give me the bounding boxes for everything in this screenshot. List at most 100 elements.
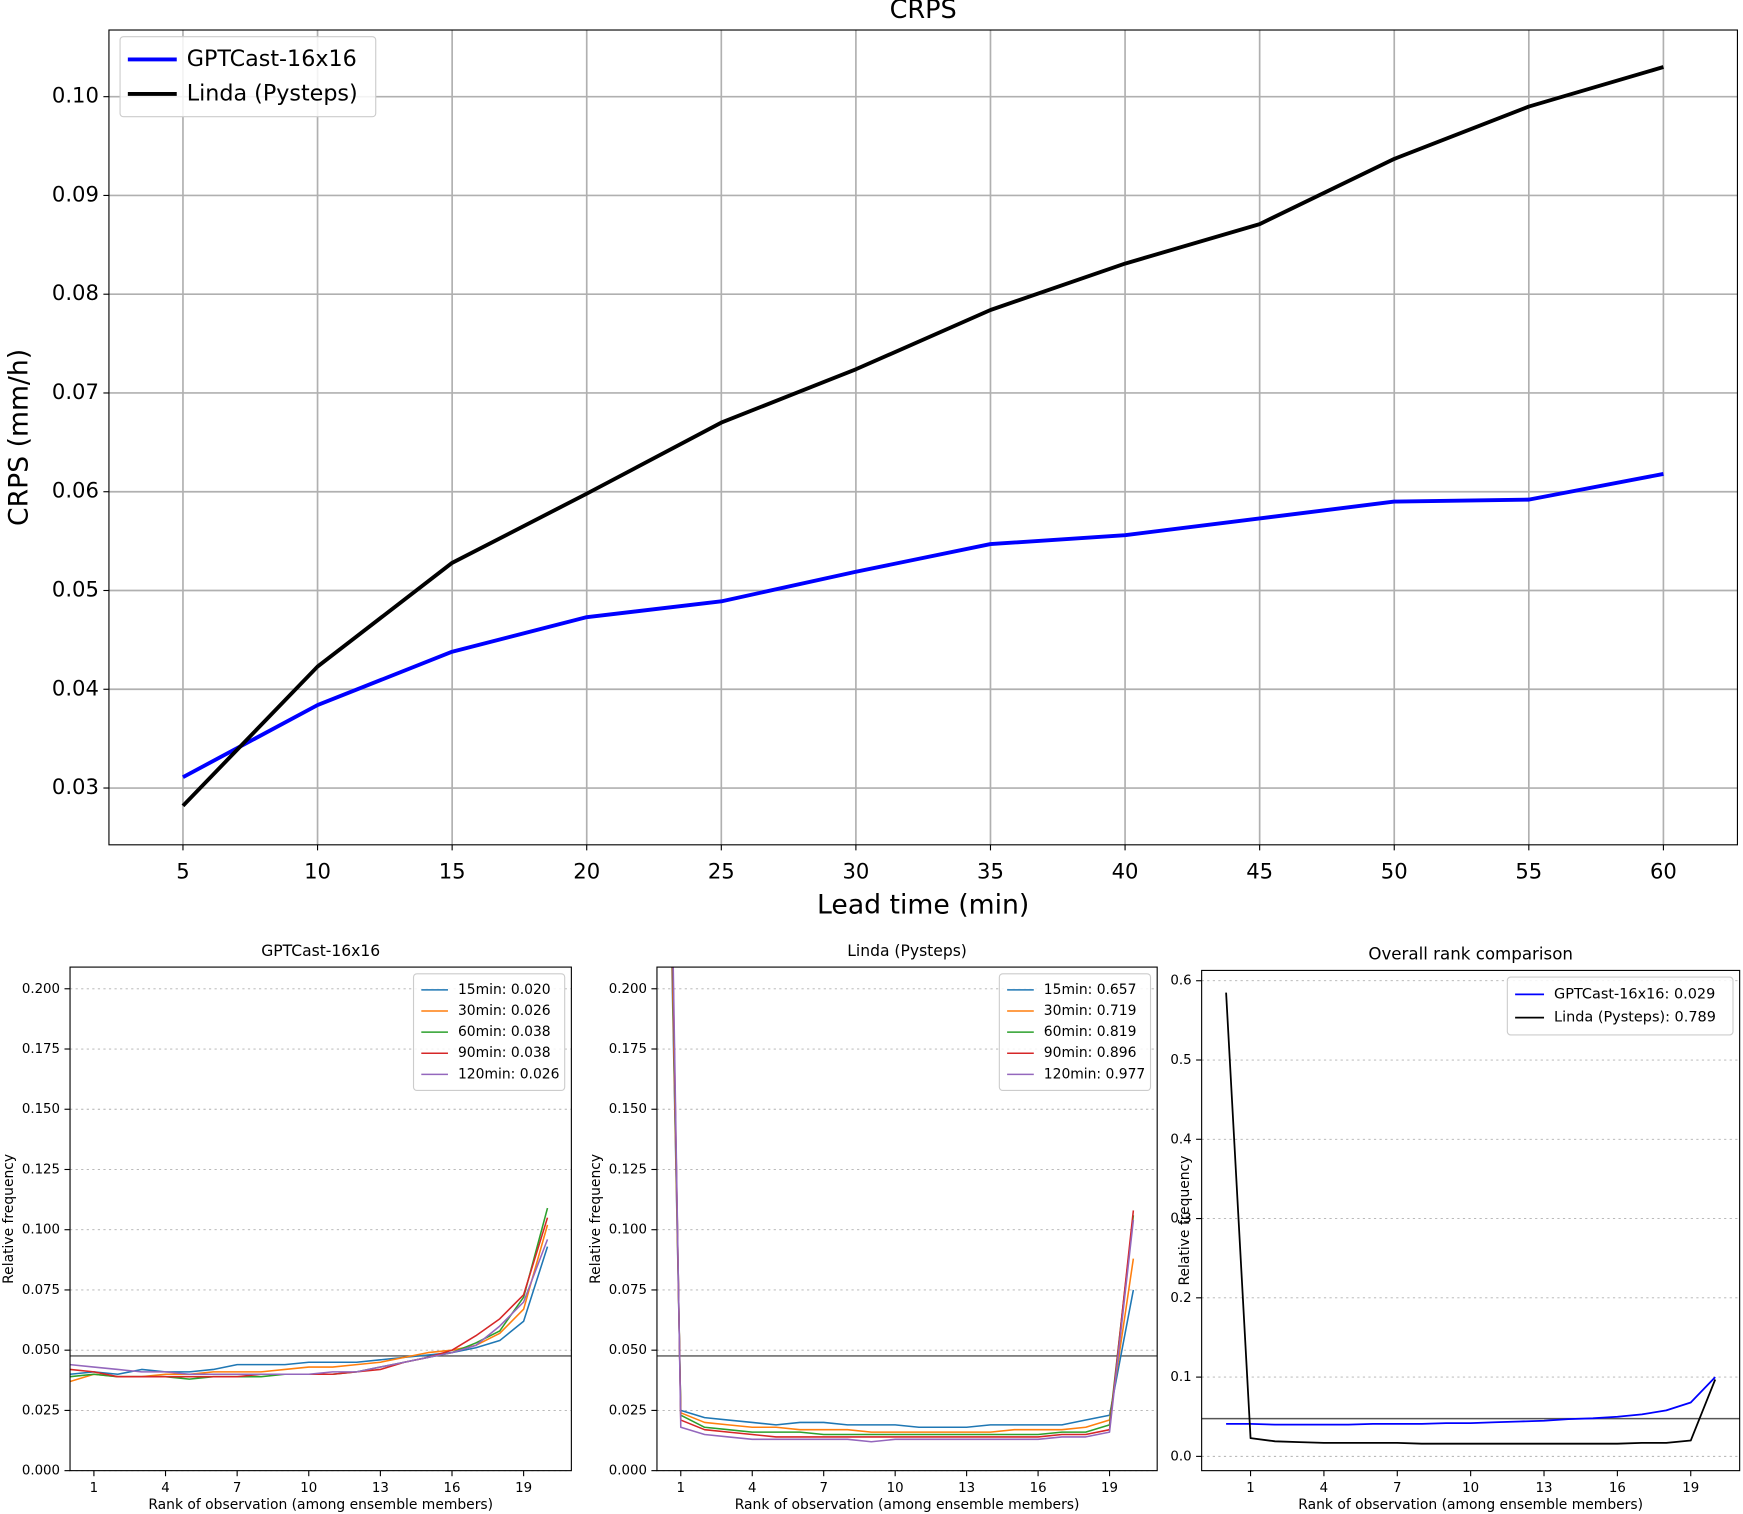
x-tick-label: 10 <box>887 1481 904 1496</box>
x-tick-label: 10 <box>300 1481 317 1496</box>
y-tick-label: 0.000 <box>22 1464 60 1479</box>
y-tick-label: 0.175 <box>22 1042 60 1057</box>
chart-title: GPTCast-16x16 <box>261 942 380 960</box>
series-line <box>70 1217 549 1378</box>
chart-title: Overall rank comparison <box>1368 944 1573 963</box>
legend-label: 30min: 0.026 <box>458 1003 551 1019</box>
x-tick-label: 7 <box>233 1481 241 1496</box>
y-tick-label: 0.04 <box>52 675 99 700</box>
x-tick-label: 7 <box>1393 1481 1401 1496</box>
y-axis-label: CRPS (mm/h) <box>4 349 35 526</box>
x-tick-label: 10 <box>1462 1481 1479 1496</box>
x-axis-label: Rank of observation (among ensemble memb… <box>148 1497 493 1513</box>
x-tick-label: 25 <box>708 858 735 883</box>
y-tick-label: 0.050 <box>22 1343 60 1358</box>
series-line <box>182 472 1664 779</box>
y-axis-label: Relative frequency <box>1177 1156 1193 1286</box>
series-line <box>671 967 1135 1429</box>
x-tick-label: 13 <box>1536 1481 1553 1496</box>
series-line <box>70 1246 549 1376</box>
y-tick-label: 0.2 <box>1170 1291 1191 1306</box>
y-tick-label: 0.200 <box>609 982 647 997</box>
series-line <box>1225 992 1717 1445</box>
y-tick-label: 0.03 <box>52 774 99 799</box>
x-tick-label: 16 <box>444 1481 461 1496</box>
x-tick-label: 1 <box>90 1481 98 1496</box>
y-tick-label: 0.000 <box>609 1464 647 1479</box>
x-tick-label: 55 <box>1515 858 1542 883</box>
x-tick-label: 40 <box>1112 858 1139 883</box>
series-line <box>1226 1376 1716 1426</box>
y-tick-label: 0.09 <box>52 181 99 206</box>
y-tick-label: 0.125 <box>22 1162 60 1177</box>
y-tick-label: 0.050 <box>609 1343 647 1358</box>
y-tick-label: 0.150 <box>22 1102 60 1117</box>
legend-box <box>998 973 1152 1092</box>
y-tick-label: 0.1 <box>1170 1370 1191 1385</box>
x-tick-label: 16 <box>1030 1481 1047 1496</box>
axes-frame <box>656 966 1158 1472</box>
axes-frame <box>69 966 572 1472</box>
y-tick-label: 0.025 <box>22 1403 60 1418</box>
x-tick-label: 4 <box>748 1481 756 1496</box>
y-tick-label: 0.075 <box>22 1283 60 1298</box>
x-tick-label: 7 <box>819 1481 827 1496</box>
legend-label: 30min: 0.719 <box>1044 1003 1137 1019</box>
x-tick-label: 30 <box>842 858 869 883</box>
y-tick-label: 0.06 <box>52 478 99 503</box>
y-tick-label: 0.175 <box>609 1042 647 1057</box>
series-line <box>672 967 1135 1443</box>
legend-label: Linda (Pysteps): 0.789 <box>1554 1010 1716 1026</box>
series-line <box>70 1224 549 1383</box>
x-tick-label: 1 <box>1246 1481 1254 1496</box>
y-tick-label: 0.150 <box>609 1102 647 1117</box>
legend-label: 90min: 0.896 <box>1044 1045 1137 1061</box>
series-line <box>671 967 1135 1433</box>
x-axis-label: Lead time (min) <box>817 889 1029 920</box>
x-tick-label: 4 <box>1320 1481 1328 1496</box>
y-tick-label: 0.4 <box>1170 1132 1191 1147</box>
y-tick-label: 0.100 <box>22 1223 60 1238</box>
y-tick-label: 0.100 <box>609 1223 647 1238</box>
legend-label: GPTCast-16x16 <box>187 46 357 72</box>
legend-label: 120min: 0.026 <box>458 1066 559 1082</box>
legend-label: 15min: 0.020 <box>458 982 551 998</box>
x-tick-label: 13 <box>958 1481 975 1496</box>
x-tick-label: 60 <box>1650 858 1677 883</box>
y-tick-label: 0.05 <box>52 576 99 601</box>
chart-title: CRPS <box>890 0 957 25</box>
series-line <box>70 1207 549 1380</box>
x-tick-label: 10 <box>304 858 331 883</box>
y-tick-label: 0.0 <box>1170 1449 1191 1464</box>
x-tick-label: 35 <box>977 858 1004 883</box>
x-tick-label: 19 <box>515 1481 532 1496</box>
legend-box <box>119 36 377 118</box>
x-tick-label: 1 <box>677 1481 685 1496</box>
x-axis-label: Rank of observation (among ensemble memb… <box>735 1497 1080 1513</box>
x-tick-label: 4 <box>161 1481 169 1496</box>
legend-label: 90min: 0.038 <box>458 1045 551 1061</box>
y-axis-label: Relative frequency <box>1 1154 17 1284</box>
legend-box <box>412 973 566 1092</box>
x-tick-label: 19 <box>1101 1481 1118 1496</box>
x-tick-label: 50 <box>1381 858 1408 883</box>
x-tick-label: 19 <box>1682 1481 1699 1496</box>
legend-label: 15min: 0.657 <box>1044 982 1137 998</box>
series-line <box>181 65 1664 808</box>
y-tick-label: 0.075 <box>609 1283 647 1298</box>
legend-label: Linda (Pysteps) <box>187 80 358 106</box>
y-tick-label: 0.025 <box>609 1403 647 1418</box>
y-tick-label: 0.125 <box>609 1162 647 1177</box>
y-tick-label: 0.200 <box>22 982 60 997</box>
series-line <box>671 967 1135 1436</box>
axes-frame <box>108 29 1738 846</box>
series-line <box>70 1239 549 1376</box>
y-axis-label: Relative frequency <box>588 1154 604 1284</box>
series-line <box>672 967 1135 1438</box>
y-tick-label: 0.5 <box>1170 1053 1191 1068</box>
x-tick-label: 15 <box>439 858 466 883</box>
axes-frame <box>1201 969 1741 1472</box>
y-tick-label: 0.6 <box>1170 974 1191 989</box>
legend-label: 60min: 0.819 <box>1044 1024 1137 1040</box>
